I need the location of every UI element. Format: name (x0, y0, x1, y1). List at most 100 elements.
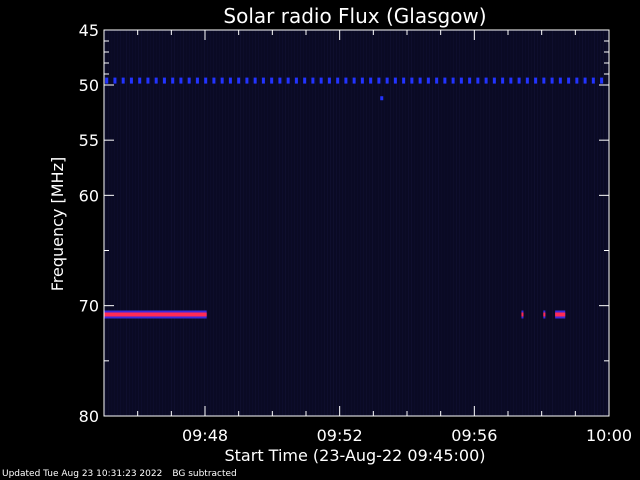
periodic-dot (509, 77, 513, 84)
periodic-dot (451, 77, 455, 84)
background-streak (105, 30, 106, 416)
background-streak (213, 30, 214, 416)
background-streak (258, 30, 259, 416)
background-streak (495, 30, 496, 416)
background-streak (330, 30, 331, 416)
background-streak (435, 30, 436, 416)
background-streak (162, 30, 163, 416)
periodic-dot (360, 77, 364, 84)
background-streak (417, 30, 418, 416)
x-tick-label: 09:56 (451, 426, 497, 445)
background-streak (552, 30, 553, 416)
periodic-dot (303, 77, 307, 84)
background-streak (153, 30, 154, 416)
periodic-dot (385, 77, 389, 84)
background-streak (168, 30, 169, 416)
background-streak (150, 30, 151, 416)
background-streak (291, 30, 292, 416)
x-axis-label: Start Time (23-Aug-22 09:45:00) (225, 446, 486, 465)
periodic-dot (550, 77, 554, 84)
background-streak (393, 30, 394, 416)
y-axis-label: Frequency [MHz] (48, 157, 67, 291)
periodic-dot (294, 77, 298, 84)
background-streak (222, 30, 223, 416)
background-streak (108, 30, 109, 416)
background-streak (375, 30, 376, 416)
background-streak (267, 30, 268, 416)
background-streak (135, 30, 136, 416)
background-streak (597, 30, 598, 416)
periodic-dot (171, 77, 175, 84)
background-streak (600, 30, 601, 416)
background-streak (540, 30, 541, 416)
periodic-dot (501, 77, 505, 84)
periodic-dot (534, 77, 538, 84)
background-streak (279, 30, 280, 416)
background-streak (219, 30, 220, 416)
background-streak (270, 30, 271, 416)
background-streak (195, 30, 196, 416)
background-streak (273, 30, 274, 416)
background-streak (528, 30, 529, 416)
background-streak (558, 30, 559, 416)
x-tick-label: 09:48 (182, 426, 228, 445)
periodic-dot (113, 77, 117, 84)
background-streak (294, 30, 295, 416)
y-tick-label: 45 (79, 21, 99, 40)
periodic-dot (336, 77, 340, 84)
background-streak (180, 30, 181, 416)
periodic-dot (212, 77, 216, 84)
background-streak (453, 30, 454, 416)
background-streak (240, 30, 241, 416)
background-streak (120, 30, 121, 416)
periodic-dot (575, 77, 579, 84)
periodic-dot (195, 77, 199, 84)
periodic-dot (129, 77, 133, 84)
background-streak (264, 30, 265, 416)
background-streak (132, 30, 133, 416)
background-streak (390, 30, 391, 416)
background-streak (252, 30, 253, 416)
background-streak (177, 30, 178, 416)
background-streak (387, 30, 388, 416)
background-streak (174, 30, 175, 416)
background-streak (156, 30, 157, 416)
background-streak (324, 30, 325, 416)
background-streak (522, 30, 523, 416)
background-streak (516, 30, 517, 416)
background-streak (537, 30, 538, 416)
background-streak (378, 30, 379, 416)
periodic-dot (517, 77, 521, 84)
periodic-dot (435, 77, 439, 84)
periodic-dot (583, 77, 587, 84)
y-tick-label: 80 (79, 407, 99, 426)
periodic-dot (410, 77, 414, 84)
background-streak (381, 30, 382, 416)
background-streak (288, 30, 289, 416)
background-streak (261, 30, 262, 416)
background-streak (165, 30, 166, 416)
periodic-dot (253, 77, 257, 84)
background-streak (318, 30, 319, 416)
background-streak (432, 30, 433, 416)
background-streak (171, 30, 172, 416)
background-streak (486, 30, 487, 416)
periodic-dot (105, 77, 109, 84)
periodic-dot (286, 77, 290, 84)
background-streak (555, 30, 556, 416)
periodic-dot (245, 77, 249, 84)
periodic-dot (393, 77, 397, 84)
periodic-dot (418, 77, 422, 84)
background-streak (207, 30, 208, 416)
background-streak (468, 30, 469, 416)
background-streak (198, 30, 199, 416)
x-tick-label: 09:52 (317, 426, 363, 445)
background-streak (531, 30, 532, 416)
periodic-dot (220, 77, 224, 84)
background-streak (492, 30, 493, 416)
background-streak (111, 30, 112, 416)
periodic-dot (558, 77, 562, 84)
background-streak (411, 30, 412, 416)
background-streak (192, 30, 193, 416)
